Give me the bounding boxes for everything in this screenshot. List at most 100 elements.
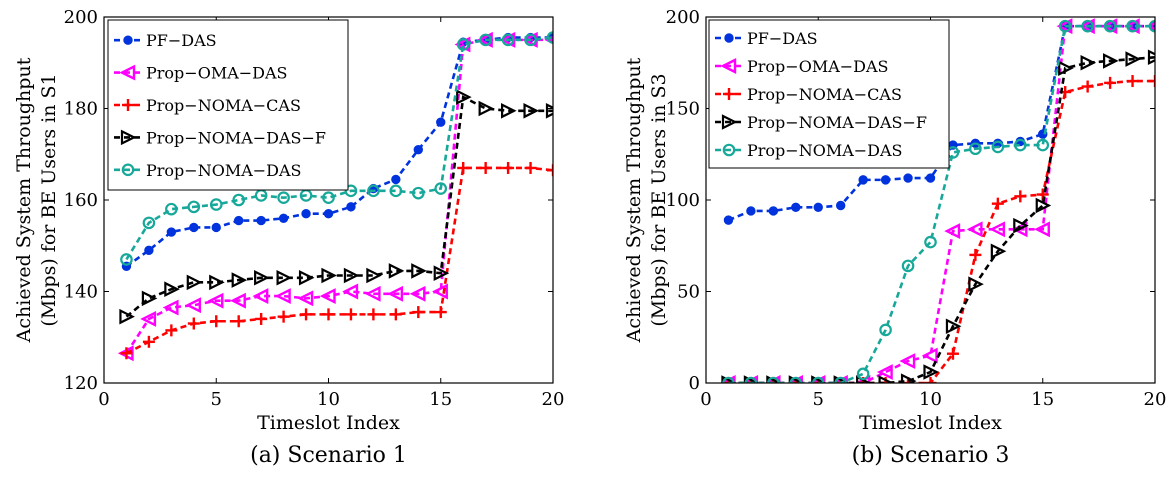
legend-entry: Prop−OMA−DAS xyxy=(114,64,288,83)
data-point xyxy=(342,283,359,300)
x-tick-label: 20 xyxy=(1144,389,1167,410)
data-point xyxy=(945,318,962,335)
data-point xyxy=(166,227,177,237)
data-point xyxy=(209,198,223,211)
legend-marker xyxy=(723,88,735,100)
data-point xyxy=(211,222,221,233)
data-point xyxy=(813,202,823,213)
data-point xyxy=(187,317,200,330)
legend-label: Prop−OMA−DAS xyxy=(146,64,288,83)
x-tick-label: 0 xyxy=(700,389,711,410)
legend-label: Prop−NOMA−CAS xyxy=(146,96,301,115)
legend-entry: Prop−NOMA−DAS−F xyxy=(715,113,927,132)
data-point xyxy=(323,209,334,219)
data-point xyxy=(207,292,224,309)
data-point xyxy=(1102,53,1119,69)
data-point xyxy=(165,324,178,337)
data-point xyxy=(254,269,270,286)
legend: PF−DAS Prop−OMA−DAS Prop−NOMA−CAS Prop−NOMA… xyxy=(708,19,950,169)
data-point xyxy=(903,173,913,183)
legend-entry: PF−DAS xyxy=(715,29,818,48)
data-point xyxy=(856,367,870,381)
data-point xyxy=(991,140,1005,154)
data-point xyxy=(321,267,337,284)
data-point xyxy=(766,375,782,383)
data-point xyxy=(434,182,448,195)
data-point xyxy=(547,164,553,177)
legend-marker xyxy=(724,33,734,43)
data-point xyxy=(899,353,916,369)
data-point xyxy=(162,299,179,316)
data-point xyxy=(319,288,336,305)
data-point xyxy=(389,184,403,198)
data-point xyxy=(456,38,470,51)
data-point xyxy=(545,103,553,119)
data-point xyxy=(991,197,1004,210)
y-tick-label: 200 xyxy=(64,7,98,28)
data-point xyxy=(878,375,895,383)
data-point xyxy=(144,245,154,256)
data-point xyxy=(946,347,959,360)
data-point xyxy=(434,306,447,319)
data-point xyxy=(1013,138,1027,152)
data-point xyxy=(298,269,315,286)
y-axis-title: Achieved System Throughput xyxy=(13,57,35,343)
data-point xyxy=(1148,19,1155,33)
legend-label: PF−DAS xyxy=(747,29,818,48)
legend-entry: Prop−NOMA−DAS xyxy=(114,161,302,180)
data-point xyxy=(921,347,938,364)
data-point xyxy=(367,184,380,198)
data-point xyxy=(968,276,984,292)
legend-entry: Prop−NOMA−DAS xyxy=(715,141,903,160)
data-point xyxy=(1014,190,1027,203)
legend-marker xyxy=(119,64,136,81)
data-point xyxy=(411,263,427,279)
data-point xyxy=(1036,138,1050,152)
data-point xyxy=(1013,217,1029,234)
data-point xyxy=(210,315,223,328)
chart-panel-1: 0 5 10 15 20 120 140 160 180 200 PF−DAS Prop−OMA−DA… xyxy=(13,7,564,468)
series-line xyxy=(728,24,1155,383)
data-point xyxy=(501,103,517,119)
axis-ticks: 0 5 10 15 20 120 140 160 180 200 xyxy=(64,7,565,410)
data-point xyxy=(344,308,357,321)
data-point xyxy=(185,297,202,314)
data-point xyxy=(966,221,983,238)
data-point xyxy=(833,375,850,383)
data-point xyxy=(120,253,133,266)
data-point xyxy=(186,274,203,291)
data-point xyxy=(924,235,937,249)
legend-marker xyxy=(122,99,134,111)
data-point xyxy=(858,175,868,185)
data-point xyxy=(141,290,158,307)
data-point xyxy=(925,173,936,183)
data-point xyxy=(412,306,425,319)
data-point xyxy=(255,312,268,325)
data-point xyxy=(164,281,180,297)
data-point xyxy=(746,206,756,216)
y-tick-label: 120 xyxy=(64,373,98,394)
y-tick-label: 180 xyxy=(64,99,98,120)
data-point xyxy=(1147,49,1155,66)
y-tick-label: 100 xyxy=(666,190,700,211)
data-point xyxy=(1081,80,1094,93)
data-point xyxy=(277,310,290,323)
plot-frame xyxy=(705,16,1156,384)
data-point xyxy=(234,215,244,226)
data-point xyxy=(990,243,1007,260)
data-point xyxy=(277,191,290,205)
y-axis-title: Achieved System Throughput xyxy=(623,57,645,343)
data-point xyxy=(478,100,495,117)
data-point xyxy=(366,267,382,284)
y-tick-label: 0 xyxy=(689,373,700,394)
data-point xyxy=(165,202,178,216)
data-point xyxy=(436,117,446,127)
subfigure-caption: (b) Scenario 3 xyxy=(852,443,1010,468)
data-point xyxy=(256,215,266,226)
series-line xyxy=(125,166,553,355)
data-point xyxy=(297,290,314,307)
data-point xyxy=(457,161,470,174)
x-tick-label: 0 xyxy=(98,389,109,410)
x-tick-label: 10 xyxy=(317,389,340,410)
